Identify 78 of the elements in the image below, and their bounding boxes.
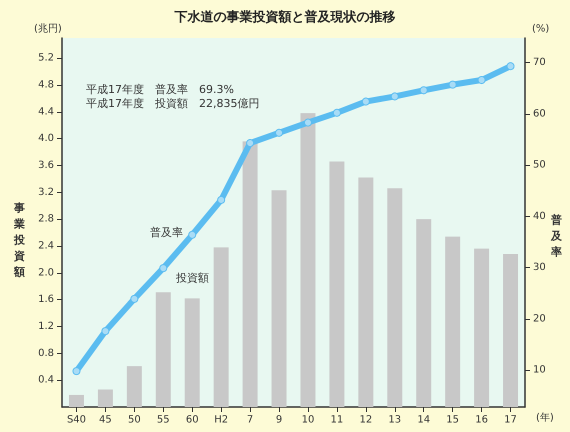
annotation: 平成17年度 投資額 22,835億円 (86, 97, 260, 110)
y-tick-label: 2.0 (38, 267, 54, 278)
point (362, 98, 370, 106)
point (478, 76, 486, 84)
y-tick-label: 4.8 (38, 79, 54, 90)
bar (329, 161, 344, 407)
point (188, 230, 196, 239)
bar (272, 190, 287, 407)
y2-tick-label: 20 (533, 313, 546, 324)
x-tick-label: 15 (446, 414, 460, 426)
bar (184, 298, 200, 407)
y-tick-label: 0.8 (38, 348, 54, 359)
y2-tick-label: 50 (533, 160, 546, 171)
x-tick-label: 50 (128, 414, 141, 426)
text: (兆円) (34, 22, 62, 34)
series-label: 普及率 (150, 226, 184, 239)
point (390, 92, 399, 100)
point (159, 264, 168, 272)
y-tick-label: 5.2 (38, 52, 54, 64)
y2-tick-label: 40 (533, 210, 546, 222)
y2-tick-label: 60 (533, 108, 546, 120)
x-tick-label: 14 (417, 414, 430, 426)
y-tick-label: 3.2 (38, 186, 54, 198)
bar (503, 254, 518, 407)
bar (358, 178, 374, 407)
point (72, 367, 80, 376)
y-tick-label: 4.4 (38, 106, 54, 118)
y-tick-label: 1.6 (38, 294, 54, 306)
point (332, 108, 341, 117)
bar (156, 292, 171, 407)
bar (126, 366, 142, 407)
y-tick-label: 2.4 (38, 240, 54, 252)
point (101, 327, 110, 336)
point (275, 128, 284, 137)
x-tick-label: 17 (504, 414, 517, 426)
bar (387, 188, 402, 407)
point (420, 86, 428, 94)
point (246, 139, 254, 148)
bar (445, 236, 460, 407)
y-tick-label: 1.2 (38, 320, 54, 332)
x-tick-label: S40 (66, 414, 86, 426)
series-label: 投資額 (175, 271, 210, 284)
point (217, 196, 226, 204)
y-tick-label: 3.6 (38, 160, 54, 171)
point (448, 80, 457, 89)
x-tick-label: 9 (276, 414, 282, 426)
bar (214, 247, 229, 407)
x-tick-label: 7 (246, 414, 254, 426)
x-tick-label: 16 (475, 414, 488, 426)
x-tick-label: H2 (214, 414, 228, 426)
y-tick-label: 2.8 (38, 214, 54, 225)
text: (%) (532, 24, 550, 34)
x-tick-label: 10 (302, 414, 314, 426)
y2-tick-label: 70 (533, 57, 546, 68)
bar (68, 394, 84, 407)
annotation: 平成17年度 普及率 69.3% (86, 83, 234, 96)
x-tick-label: 13 (388, 414, 402, 426)
bar (416, 219, 432, 407)
bar (98, 390, 113, 407)
bar (242, 141, 258, 407)
x-tick-label: 12 (359, 414, 372, 426)
bar (474, 248, 490, 407)
x-tick-label: 45 (99, 414, 112, 426)
point (506, 62, 515, 70)
text: (年) (536, 412, 554, 424)
y2-tick-label: 10 (533, 364, 546, 376)
chart-title: 下水道の事業投資額と普及現状の推移 (174, 9, 396, 25)
point (130, 294, 138, 303)
x-tick-label: 60 (186, 414, 199, 426)
y-tick-label: 0.4 (38, 374, 54, 386)
y-axis-title: 事業投資額 (13, 202, 26, 278)
point (304, 118, 312, 127)
x-tick-label: 55 (156, 414, 170, 426)
y2-tick-label: 30 (533, 262, 546, 274)
x-tick-label: 11 (330, 414, 344, 426)
y2-axis-title: 普及率 (550, 214, 563, 258)
bar (300, 113, 316, 407)
y-tick-label: 4.0 (38, 133, 54, 144)
